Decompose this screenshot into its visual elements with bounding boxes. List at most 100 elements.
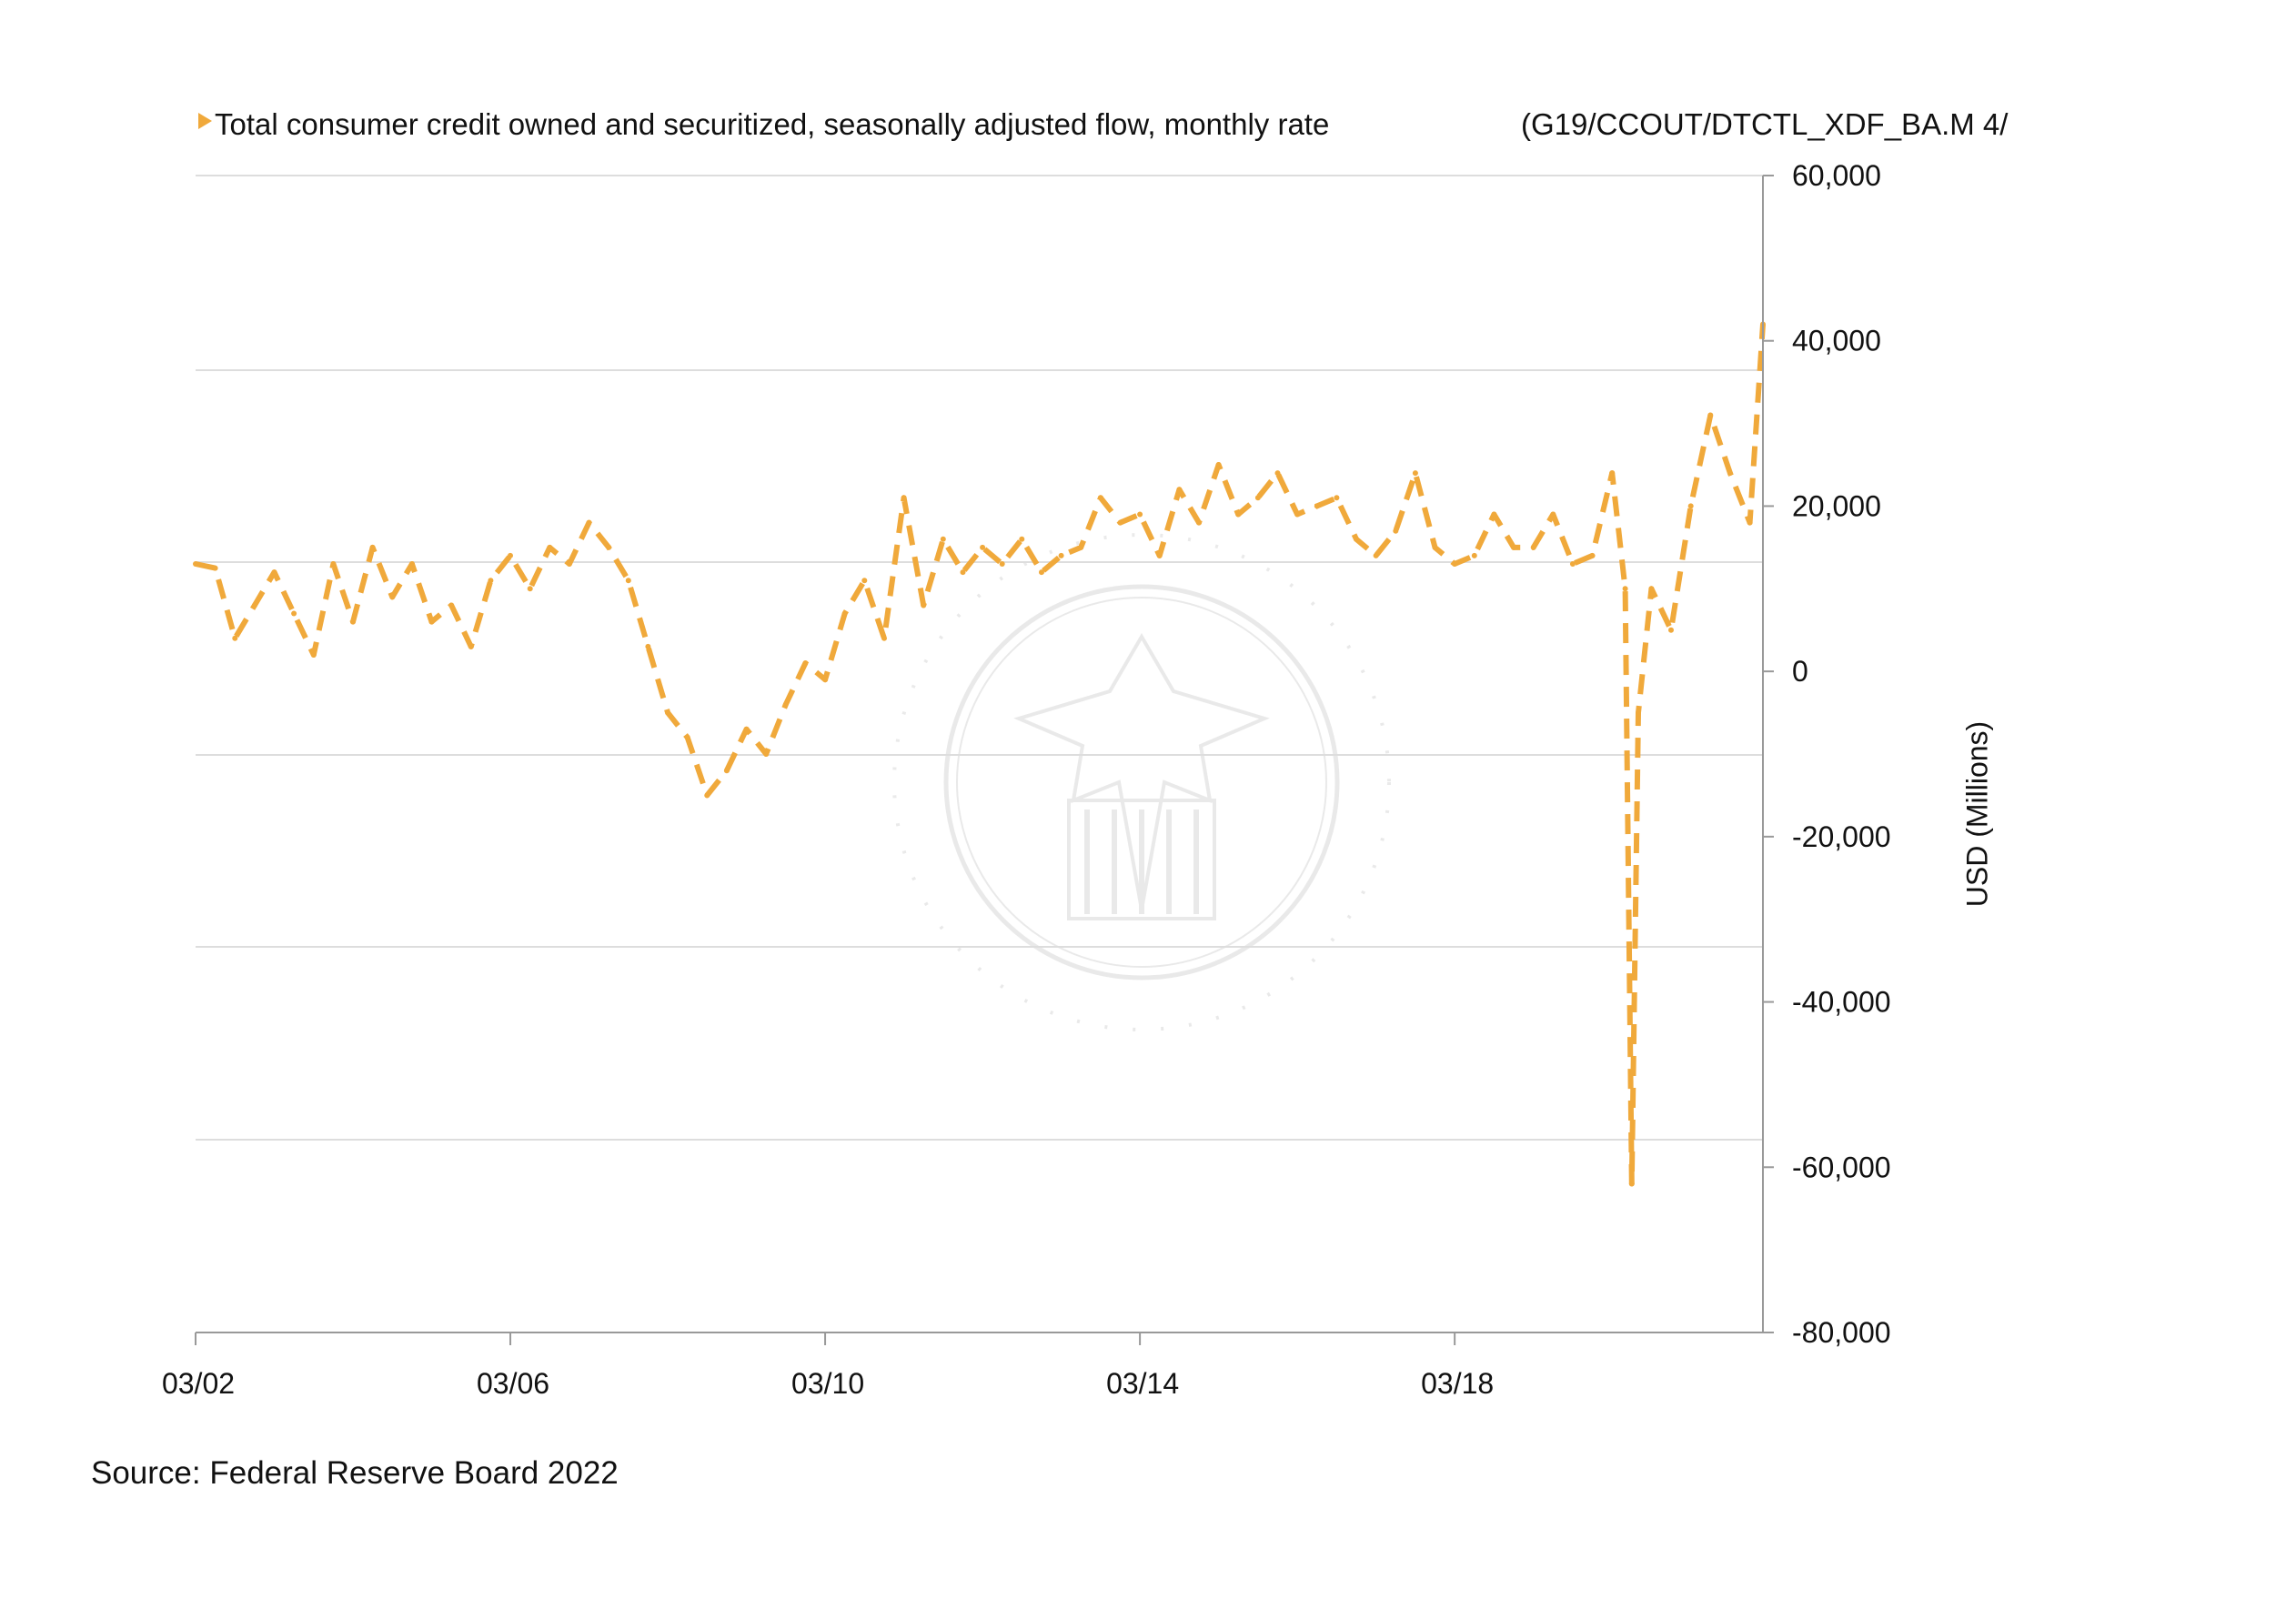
data-point [1058, 552, 1064, 558]
series-code: (G19/CCOUT/DTCTL_XDF_BA.M 4/ [1521, 107, 2009, 141]
data-point [802, 660, 809, 667]
data-point [1019, 536, 1025, 542]
data-point [1609, 470, 1616, 477]
data-point [1622, 586, 1628, 592]
x-tick-label: 03/18 [1421, 1367, 1494, 1400]
data-point [1196, 519, 1202, 526]
data-point [901, 495, 907, 501]
data-point [1648, 586, 1655, 592]
data-point [665, 709, 671, 716]
data-point [1156, 552, 1163, 558]
data-point [586, 519, 592, 526]
x-tick-label: 03/06 [477, 1367, 549, 1400]
data-point [1215, 462, 1222, 468]
data-point [1039, 569, 1044, 576]
legend-label: Total consumer credit owned and securiti… [215, 107, 1330, 141]
data-point [1569, 561, 1576, 567]
data-point [1452, 561, 1458, 567]
data-point [350, 618, 356, 625]
source-note: Source: Federal Reserve Board 2022 [91, 1455, 619, 1491]
data-point [980, 544, 986, 550]
data-point [841, 610, 848, 617]
federal-reserve-seal-icon [892, 533, 1391, 1031]
data-point [1393, 528, 1399, 534]
data-point [1628, 1181, 1635, 1187]
data-point [606, 544, 612, 550]
data-point [782, 701, 789, 708]
data-point [1294, 511, 1301, 518]
data-point [1687, 503, 1694, 509]
data-point [428, 618, 435, 625]
data-point [625, 578, 631, 584]
data-point [508, 552, 513, 558]
data-point [232, 635, 238, 641]
data-point [389, 594, 396, 600]
data-point [1274, 470, 1281, 477]
data-point [1412, 470, 1418, 477]
x-tick-label: 03/02 [162, 1367, 235, 1400]
data-point [861, 578, 868, 584]
x-tick-label: 03/10 [791, 1367, 864, 1400]
data-point [1747, 519, 1753, 526]
data-point [448, 602, 455, 608]
data-point [940, 536, 946, 542]
y-axis-label: USD (Millions) [1960, 720, 1994, 908]
y-tick-label: -60,000 [1792, 1151, 1891, 1183]
data-point [921, 602, 927, 608]
data-point [271, 569, 277, 576]
data-point [1097, 495, 1103, 501]
data-point [763, 751, 770, 757]
data-point [488, 578, 494, 584]
data-point [1707, 412, 1714, 418]
data-point [1176, 487, 1183, 493]
data-point [999, 561, 1005, 567]
data-point [251, 602, 257, 608]
data-point [369, 544, 376, 550]
data-point [1668, 627, 1674, 633]
y-tick-label: 20,000 [1792, 489, 1881, 522]
series-line-0 [195, 324, 1766, 1187]
series-layer [193, 321, 1766, 1187]
data-point [1314, 503, 1320, 509]
data-point [1137, 511, 1143, 518]
data-point [1117, 519, 1123, 526]
data-point [566, 561, 572, 567]
data-point [1471, 552, 1477, 558]
data-point [1511, 544, 1516, 550]
data-point [684, 734, 690, 740]
data-point [881, 635, 887, 641]
data-point [960, 569, 966, 576]
x-tick-label: 03/14 [1106, 1367, 1179, 1400]
data-point [330, 561, 337, 567]
data-point [1235, 511, 1242, 518]
data-point [547, 544, 553, 550]
data-point [1589, 552, 1596, 558]
data-point [1550, 511, 1556, 518]
data-point [645, 643, 651, 649]
data-point [1334, 495, 1340, 501]
data-point [193, 561, 198, 567]
data-point [212, 565, 218, 571]
data-point [704, 792, 710, 799]
y-tick-label: 60,000 [1792, 159, 1881, 192]
legend-marker-icon [198, 113, 212, 129]
data-point [1432, 544, 1438, 550]
data-point [1727, 470, 1733, 477]
data-point [1636, 709, 1641, 716]
y-tick-label: -40,000 [1792, 986, 1891, 1019]
data-point [1530, 544, 1536, 550]
data-point [1491, 511, 1497, 518]
data-point [1078, 544, 1084, 550]
data-point [1254, 495, 1261, 501]
data-point [527, 586, 533, 592]
y-tick-label: 0 [1792, 655, 1808, 688]
axes: 60,000 40,000 20,000 0 -20,000 -40,000 -60,000… [162, 159, 1891, 1400]
grid-lines [196, 175, 1763, 1141]
y-tick-label: -80,000 [1792, 1316, 1891, 1349]
y-tick-label: -20,000 [1792, 820, 1891, 853]
data-point [822, 677, 829, 683]
data-point [1354, 536, 1359, 542]
data-point [310, 652, 317, 658]
